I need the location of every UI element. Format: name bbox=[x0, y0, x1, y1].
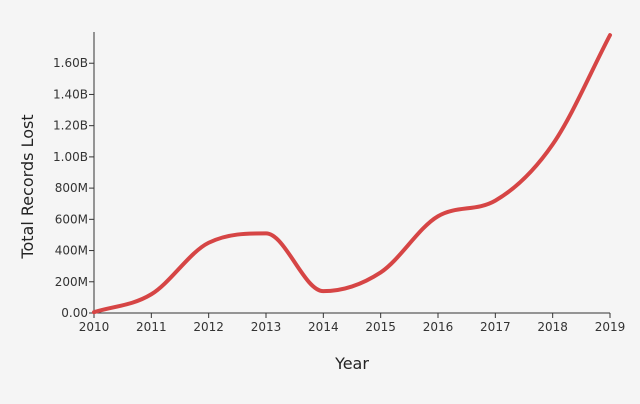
y-tick-label: 800M bbox=[55, 181, 88, 195]
x-axis-title: Year bbox=[334, 354, 369, 373]
series-line bbox=[92, 33, 612, 315]
x-tick-label: 2016 bbox=[423, 320, 454, 334]
y-tick-label: 1.60B bbox=[53, 56, 88, 70]
y-tick-label: 1.00B bbox=[53, 150, 88, 164]
x-tick-label: 2012 bbox=[193, 320, 224, 334]
series-group bbox=[92, 33, 612, 315]
x-tick-label: 2010 bbox=[79, 320, 110, 334]
x-tick-label: 2019 bbox=[595, 320, 626, 334]
y-tick-label: 200M bbox=[55, 275, 88, 289]
y-tick-label: 1.40B bbox=[53, 87, 88, 101]
x-tick-label: 2017 bbox=[480, 320, 511, 334]
x-tick-label: 2018 bbox=[537, 320, 568, 334]
x-tick-label: 2015 bbox=[365, 320, 396, 334]
y-tick-label: 1.20B bbox=[53, 119, 88, 133]
x-tick-label: 2014 bbox=[308, 320, 339, 334]
x-axis-ticks: 2010 2011 2012 2013 2014 2015 2016 2017 2018 2019 bbox=[79, 313, 626, 334]
y-tick-label: 0.00 bbox=[61, 306, 88, 320]
y-axis-title: Total Records Lost bbox=[18, 114, 37, 259]
x-tick-label: 2013 bbox=[251, 320, 282, 334]
y-tick-label: 600M bbox=[55, 212, 88, 226]
x-tick-label: 2011 bbox=[136, 320, 167, 334]
y-axis-ticks: 0.00 200M 400M 600M 800M 1.00B 1.20B 1.40B 1.60B bbox=[53, 56, 94, 320]
y-tick-label: 400M bbox=[55, 244, 88, 258]
